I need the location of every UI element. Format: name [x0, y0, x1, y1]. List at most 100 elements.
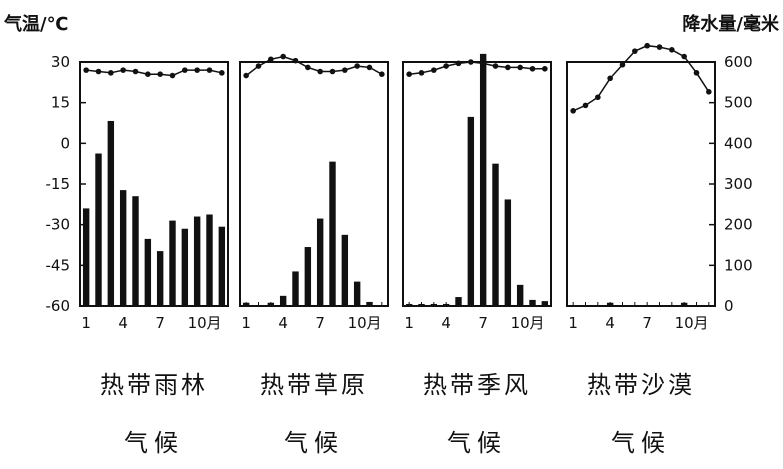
month-tick-label: 10: [188, 314, 207, 332]
month-tick-label: 1: [404, 314, 414, 332]
precipitation-bar: [366, 301, 373, 306]
right-tick-label: 600: [724, 53, 753, 71]
month-tick-label: 1: [568, 314, 578, 332]
precipitation-bar: [504, 199, 512, 306]
precipitation-bar: [206, 214, 213, 306]
precipitation-bar: [181, 228, 189, 306]
temperature-point: [431, 67, 437, 73]
temperature-point: [517, 64, 523, 71]
precipitation-bar: [606, 302, 614, 306]
climate-panel-3: 1 4 7 10 月: [402, 53, 552, 332]
temperature-point: [406, 71, 412, 77]
precipitation-bar: [418, 303, 425, 306]
temperature-point: [255, 63, 262, 69]
precipitation-bar: [492, 163, 499, 306]
climate-type-label: 热带沙漠: [587, 371, 695, 399]
precipitation-bar: [267, 302, 275, 306]
precipitation-bar: [455, 297, 462, 306]
precipitation-bar: [82, 208, 90, 306]
right-tick-label: 0: [724, 297, 734, 315]
temperature-point: [305, 64, 311, 71]
month-tick-label: 10: [348, 314, 367, 332]
right-axis-title: 降水量/毫米: [682, 13, 780, 35]
temperature-point: [194, 67, 200, 73]
right-tick-label: 500: [724, 94, 753, 112]
temperature-point: [219, 70, 225, 76]
temperature-point: [632, 48, 638, 54]
temperature-point: [243, 72, 249, 79]
temperature-point: [570, 108, 576, 114]
precipitation-bar: [169, 220, 176, 306]
precipitation-bar: [353, 281, 361, 306]
temperature-point: [366, 64, 373, 71]
precipitation-bar: [529, 299, 536, 306]
left-tick-label: -60: [46, 297, 71, 315]
temperature-point: [329, 68, 336, 75]
month-tick-label: 4: [441, 314, 451, 332]
precipitation-bar: [541, 301, 549, 306]
temperature-point: [693, 70, 700, 76]
temperature-point: [95, 68, 102, 75]
temperature-point: [492, 63, 499, 69]
right-precipitation-axis: 600 500 400 300 200 100 0: [709, 53, 753, 315]
left-tick-label: -15: [46, 175, 71, 193]
precipitation-bar: [119, 190, 127, 306]
precipitation-bar: [107, 120, 115, 306]
precipitation-bar: [156, 251, 164, 306]
precipitation-bar: [479, 53, 487, 306]
temperature-point: [342, 67, 348, 73]
temperature-point: [379, 71, 385, 77]
panel-frame: [79, 61, 229, 307]
precipitation-bar: [680, 302, 688, 306]
climate-panel-2: 1 4 7 10 月: [239, 53, 389, 332]
left-tick-label: 0: [60, 134, 70, 152]
temperature-point: [317, 68, 323, 75]
right-tick-label: 100: [724, 256, 753, 274]
temperature-line: [572, 44, 710, 112]
temperature-point: [418, 70, 425, 76]
precipitation-bar: [304, 247, 312, 306]
precipitation-bar: [329, 161, 336, 306]
month-unit-label: 月: [529, 314, 544, 332]
precipitation-bar: [467, 116, 475, 307]
temperature-point: [280, 53, 286, 60]
temperature-point: [157, 71, 163, 77]
precipitation-bar: [95, 153, 102, 306]
temperature-point: [108, 70, 114, 76]
climate-suffix-label: 气候: [124, 429, 184, 457]
temperature-point: [505, 64, 511, 71]
month-tick-label: 4: [118, 314, 128, 332]
precipitation-bar: [132, 196, 139, 306]
precipitation-bar: [430, 303, 438, 306]
temperature-point: [595, 94, 601, 101]
climate-panel-1: 1 4 7 10 月: [79, 61, 229, 332]
month-unit-label: 月: [206, 314, 221, 332]
temperature-line: [245, 55, 383, 77]
temperature-point: [292, 57, 299, 64]
month-tick-label: 10: [675, 314, 694, 332]
month-tick-label: 4: [278, 314, 288, 332]
temperature-point: [669, 47, 675, 53]
left-tick-label: 15: [51, 94, 70, 112]
temperature-point: [120, 67, 126, 73]
precipitation-bar: [144, 238, 152, 306]
climate-suffix-label: 气候: [284, 429, 344, 457]
temperature-point: [443, 63, 449, 69]
month-tick-label: 7: [155, 314, 165, 332]
temperature-point: [468, 59, 474, 65]
precipitation-bar: [292, 271, 299, 306]
precipitation-bar: [242, 302, 250, 306]
right-tick-label: 400: [724, 134, 753, 152]
precipitation-bar: [442, 303, 450, 306]
temperature-point: [83, 67, 89, 73]
left-tick-label: 30: [51, 53, 70, 71]
month-tick-label: 1: [241, 314, 251, 332]
climate-type-label: 热带雨林: [100, 371, 208, 399]
temperature-point: [607, 75, 613, 82]
temperature-point: [542, 65, 548, 72]
right-tick-label: 200: [724, 216, 753, 234]
precipitation-bar: [405, 303, 413, 306]
temperature-point: [619, 61, 626, 68]
temperature-point: [268, 56, 274, 63]
climate-type-label: 热带季风: [423, 371, 531, 399]
